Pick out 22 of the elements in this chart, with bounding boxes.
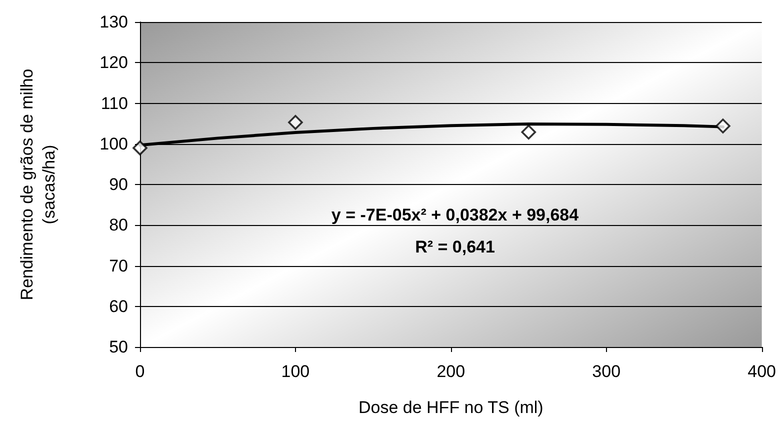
point xyxy=(521,124,536,140)
x-tick-label: 100 xyxy=(281,362,310,381)
x-tick-label: 200 xyxy=(436,362,466,381)
y-axis-title: Rendimento de grãos de milho (sacas/ha) xyxy=(18,68,58,300)
y-tick-label: 130 xyxy=(100,12,128,32)
y-tick-label: 110 xyxy=(100,94,128,113)
y-tick-label: 60 xyxy=(109,296,128,316)
point xyxy=(716,118,730,134)
y-tick-label: 120 xyxy=(100,53,128,72)
point xyxy=(288,114,303,130)
y-tick-label: 50 xyxy=(109,338,128,356)
y-tick-label: 90 xyxy=(109,175,128,194)
x-tick-label: 300 xyxy=(592,362,621,381)
x-tick-label: 0 xyxy=(135,362,145,381)
y-tick-label: 100 xyxy=(100,134,128,154)
y-tick-label: 70 xyxy=(109,256,128,276)
x-tick-label: 400 xyxy=(748,362,776,381)
annotation: y = -7E-05x² + 0,0382x + 99,684 xyxy=(331,206,580,224)
y-tick-label: 80 xyxy=(109,216,128,235)
x-axis-title: Dose de HFF no TS (ml) xyxy=(358,398,544,417)
annotation: R² = 0,641 xyxy=(415,238,495,256)
point xyxy=(132,140,148,156)
